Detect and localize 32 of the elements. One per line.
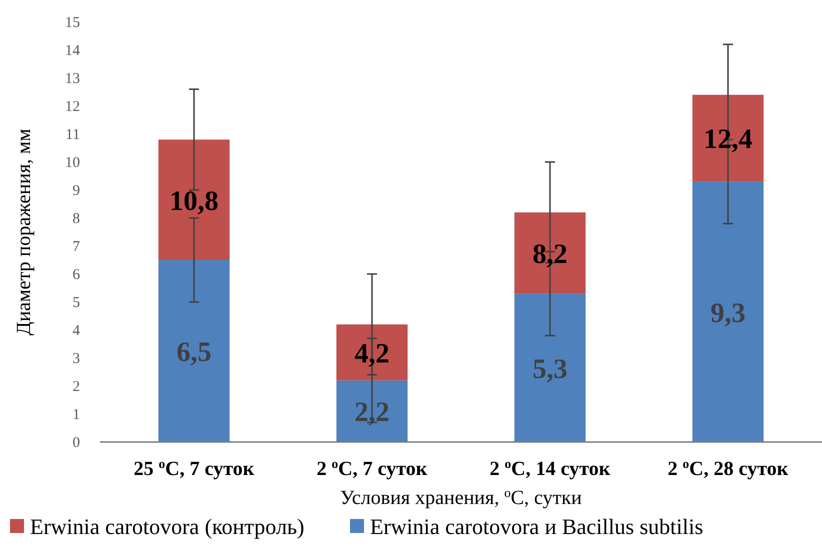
- y-tick-label: 1: [72, 407, 80, 423]
- y-tick-label: 8: [72, 211, 80, 227]
- data-label: 5,3: [532, 354, 568, 385]
- y-tick-label: 14: [65, 43, 80, 59]
- bar: [692, 182, 764, 442]
- bar: [158, 140, 230, 260]
- y-tick-label: 4: [72, 323, 80, 339]
- x-axis-title: Условия хранения, $^{o}$С, сутки: [340, 484, 582, 509]
- total-label: 10,8: [170, 186, 218, 217]
- y-tick-label: 5: [72, 295, 80, 311]
- y-tick-label: 13: [65, 71, 80, 87]
- legend-label: Erwinia carotovora и Bacillus subtilis: [370, 514, 704, 539]
- data-label: 9,3: [710, 298, 746, 329]
- y-tick-label: 6: [72, 267, 80, 283]
- legend-label: Erwinia carotovora (контроль): [30, 514, 304, 539]
- y-tick-label: 15: [65, 15, 80, 31]
- y-tick-label: 3: [72, 351, 80, 367]
- bar: [514, 294, 586, 442]
- x-tick-label: 2 $^{o}$С, 28 суток: [668, 456, 789, 480]
- x-tick-label: 25 $^{o}$С, 7 суток: [134, 456, 255, 480]
- y-tick-label: 11: [66, 127, 80, 143]
- y-axis-title: Диаметр поражения, мм: [13, 128, 35, 336]
- bar: [158, 260, 230, 442]
- y-tick-label: 0: [72, 435, 80, 451]
- y-tick-label: 10: [65, 155, 80, 171]
- data-label: 6,5: [176, 337, 212, 368]
- y-tick-label: 9: [72, 183, 80, 199]
- x-tick-label: 2 $^{o}$С, 7 суток: [316, 456, 428, 480]
- y-tick-label: 12: [65, 99, 80, 115]
- x-tick-label: 2 $^{o}$С, 14 суток: [490, 456, 611, 480]
- y-tick-label: 7: [72, 239, 80, 255]
- y-tick-label: 2: [72, 379, 80, 395]
